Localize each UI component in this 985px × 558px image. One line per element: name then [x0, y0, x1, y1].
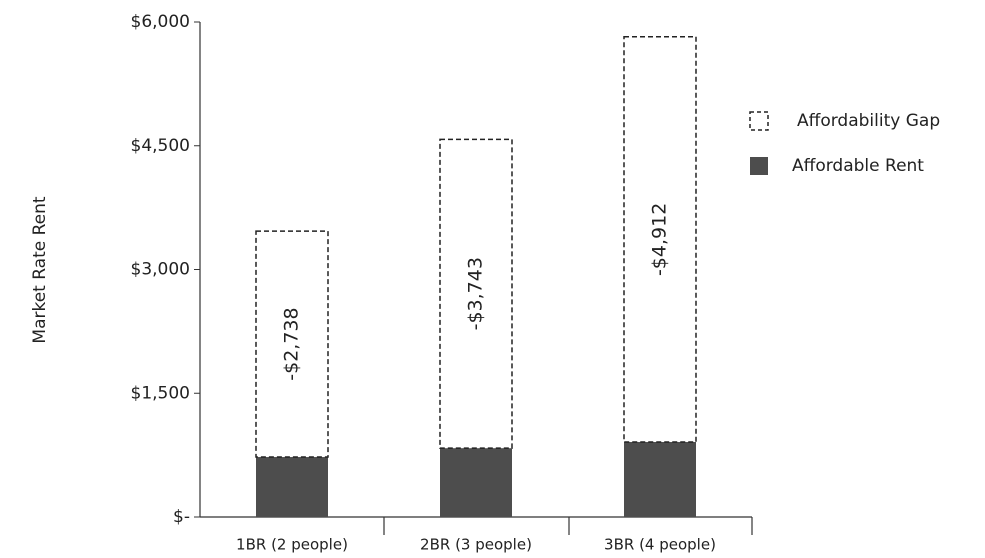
- bar-segment: [623, 36, 697, 443]
- x-tick-label: 3BR (4 people): [604, 536, 716, 554]
- legend-label: Affordability Gap: [797, 111, 940, 131]
- y-tick-label: $-: [173, 507, 190, 527]
- x-tick-label: 2BR (3 people): [420, 536, 532, 554]
- y-tick-label: $1,500: [131, 383, 190, 403]
- bar-segment: [624, 442, 696, 517]
- x-tick-label: 1BR (2 people): [236, 536, 348, 554]
- legend-label: Affordable Rent: [792, 156, 924, 176]
- bar-segment: [255, 230, 329, 458]
- y-tick-label: $4,500: [131, 136, 190, 156]
- y-axis-label: Market Rate Rent: [30, 196, 50, 344]
- y-tick-label: $6,000: [131, 12, 190, 32]
- value-label: -$2,738: [281, 307, 303, 380]
- y-tick-label: $3,000: [131, 260, 190, 280]
- bar-segment: [439, 138, 513, 449]
- bar-segment: [256, 457, 328, 517]
- bar-segment: [440, 448, 512, 517]
- legend-swatch: [749, 111, 769, 131]
- legend-swatch: [750, 157, 768, 175]
- value-label: -$4,912: [649, 203, 671, 276]
- value-label: -$3,743: [465, 257, 487, 330]
